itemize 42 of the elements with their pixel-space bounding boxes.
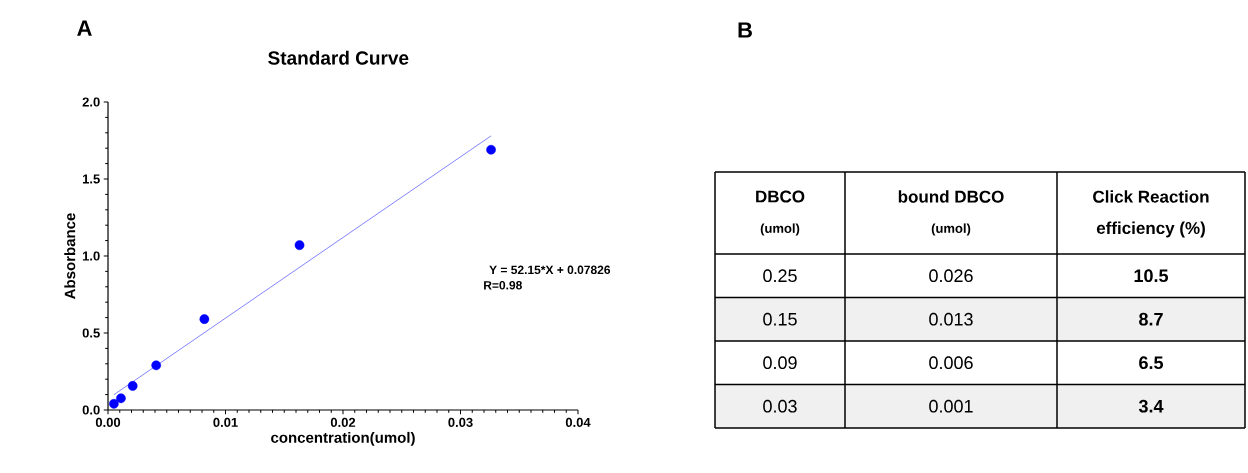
- text: 0.09: [763, 356, 797, 370]
- text: 0.25: [763, 269, 797, 283]
- text: bound DBCO: [898, 190, 1004, 203]
- text: (umol): [760, 223, 800, 236]
- text: DBCO: [756, 190, 805, 203]
- y-tick-label: 0.5: [82, 328, 100, 338]
- x-tick-label: 0.04: [565, 417, 591, 427]
- text: 0.013: [929, 312, 973, 326]
- text: 0.026: [929, 269, 973, 283]
- text: 0.03: [763, 399, 797, 413]
- text: 0.15: [763, 312, 797, 326]
- text: efficiency (%): [1096, 221, 1205, 238]
- text: (umol): [931, 223, 971, 236]
- text: 3.4: [1138, 399, 1164, 413]
- point: [294, 240, 305, 251]
- text: 0.006: [929, 356, 973, 370]
- x-tick-label: 0.00: [95, 417, 121, 427]
- text: A: [77, 20, 92, 36]
- text: 6.5: [1139, 356, 1164, 370]
- point: [116, 393, 126, 404]
- y-axis-title: Absorbance: [64, 213, 76, 299]
- text: Click Reaction: [1093, 190, 1209, 203]
- text: 10.5: [1134, 269, 1169, 283]
- annotation: R=0.98: [484, 281, 522, 290]
- chart-title: Standard Curve: [268, 50, 409, 65]
- annotation: Y = 52.15*X + 0.07826: [489, 265, 611, 275]
- point: [199, 314, 210, 324]
- point: [486, 144, 496, 155]
- x-tick-label: 0.02: [330, 417, 356, 427]
- x-tick-label: 0.01: [213, 417, 238, 427]
- point: [127, 381, 138, 391]
- x-axis-title: concentration(umol): [271, 431, 415, 446]
- point: [109, 399, 119, 409]
- text: 0.001: [929, 399, 973, 413]
- text: 8.7: [1139, 312, 1163, 326]
- x-tick-label: 0.03: [448, 417, 473, 428]
- y-tick-label: 0.0: [82, 405, 100, 415]
- y-tick-label: 1.5: [82, 174, 100, 184]
- y-tick-label: 2.0: [82, 97, 100, 107]
- point: [151, 360, 161, 371]
- y-tick-label: 1.0: [82, 251, 100, 261]
- text: B: [738, 22, 752, 38]
